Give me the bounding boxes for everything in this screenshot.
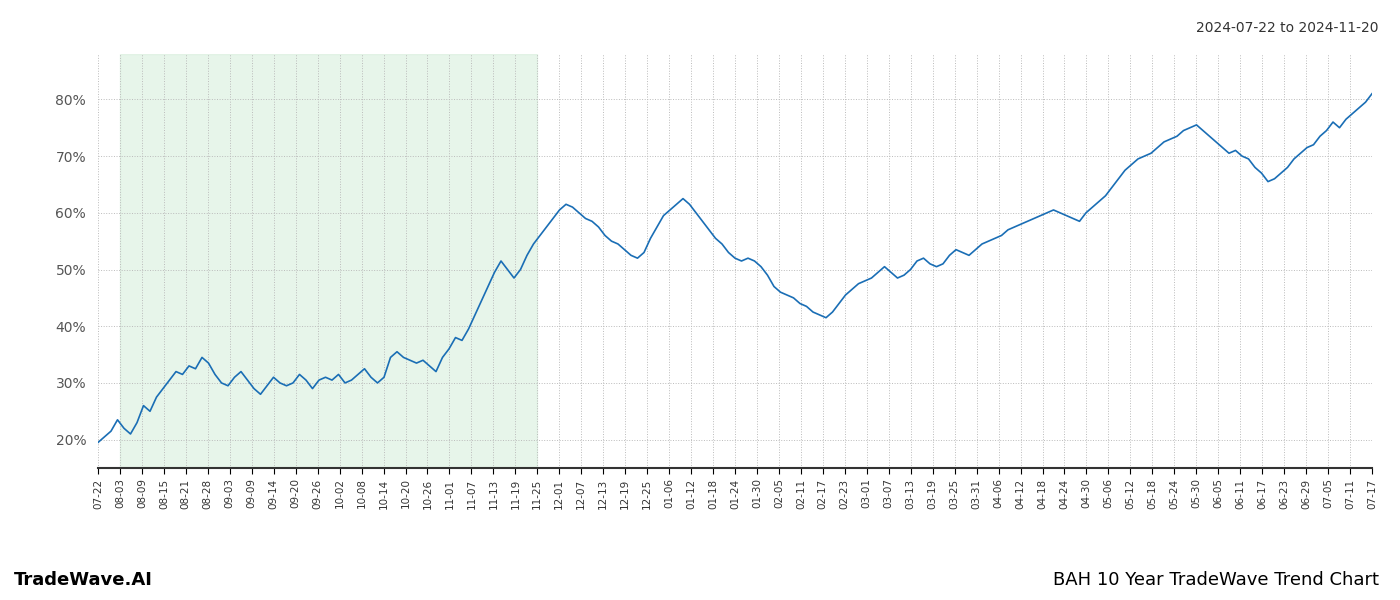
- Text: TradeWave.AI: TradeWave.AI: [14, 571, 153, 589]
- Text: BAH 10 Year TradeWave Trend Chart: BAH 10 Year TradeWave Trend Chart: [1053, 571, 1379, 589]
- Text: 2024-07-22 to 2024-11-20: 2024-07-22 to 2024-11-20: [1197, 21, 1379, 35]
- Bar: [120, 54, 538, 468]
